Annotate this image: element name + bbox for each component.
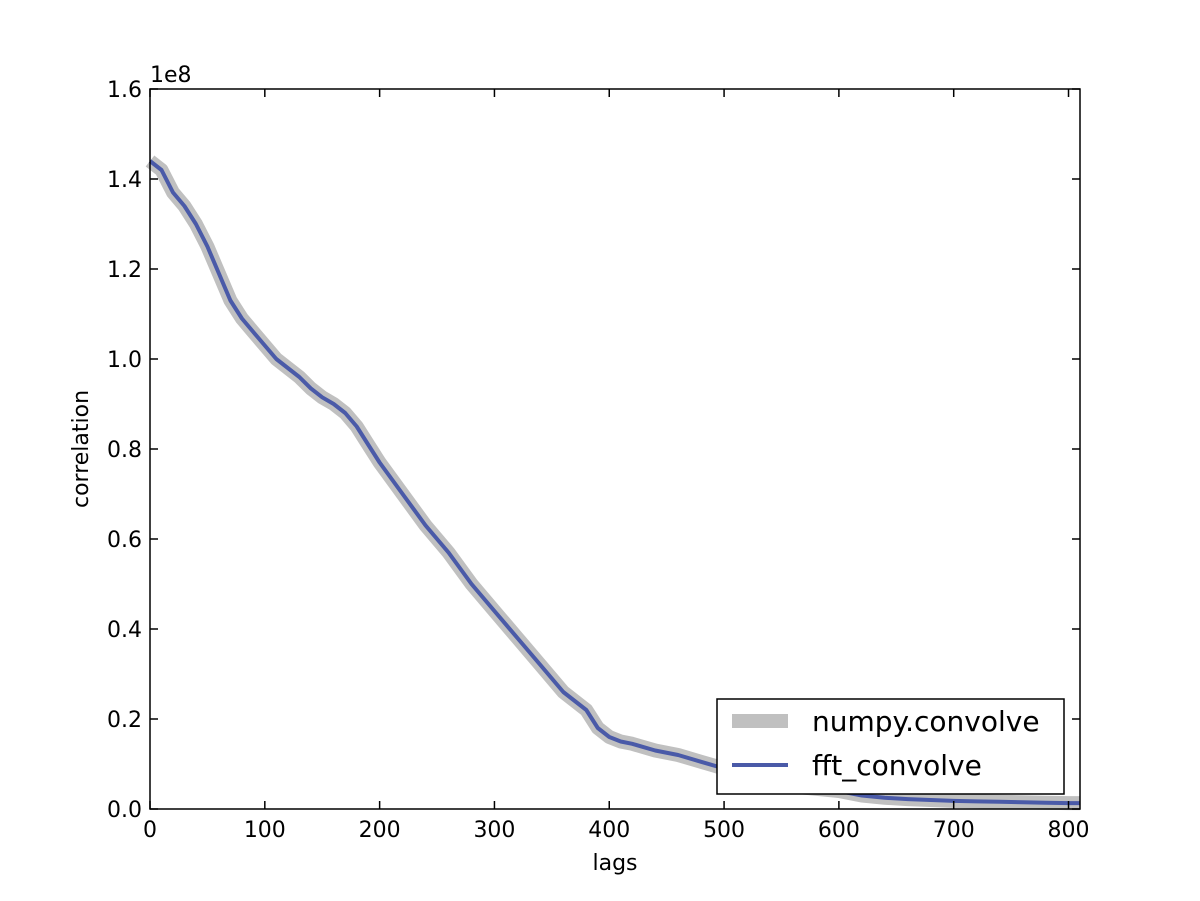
legend-label-numpy-convolve: numpy.convolve [812,705,1040,738]
x-tick-label: 200 [359,818,401,843]
x-tick-label: 300 [473,818,515,843]
x-tick-label: 800 [1048,818,1090,843]
y-tick-label: 1.2 [107,258,142,283]
y-tick-label: 1.0 [107,348,142,373]
x-tick-label: 600 [818,818,860,843]
x-tick-label: 700 [933,818,975,843]
x-axis-label: lags [592,851,637,876]
y-offset-label: 1e8 [150,63,192,88]
x-tick-label: 500 [703,818,745,843]
x-tick-label: 0 [143,818,157,843]
y-tick-label: 0.8 [107,438,142,463]
y-tick-label: 1.6 [107,78,142,103]
y-tick-label: 0.6 [107,528,142,553]
y-axis-label: correlation [69,390,94,508]
x-tick-label: 400 [588,818,630,843]
y-tick-label: 0.0 [107,798,142,823]
legend: numpy.convolve fft_convolve [716,698,1065,795]
series-layer [145,155,1080,811]
legend-label-fft-convolve: fft_convolve [812,749,982,782]
y-tick-label: 0.2 [107,708,142,733]
series-line-fft-convolve [148,159,1080,806]
x-tick-label: 100 [244,818,286,843]
y-tick-label: 1.4 [107,168,142,193]
y-tick-label: 0.4 [107,618,142,643]
ticks-layer: 0 100 200 300 400 500 600 700 800 0.0 0.2 0.4 0.6 0.8… [107,78,1090,843]
